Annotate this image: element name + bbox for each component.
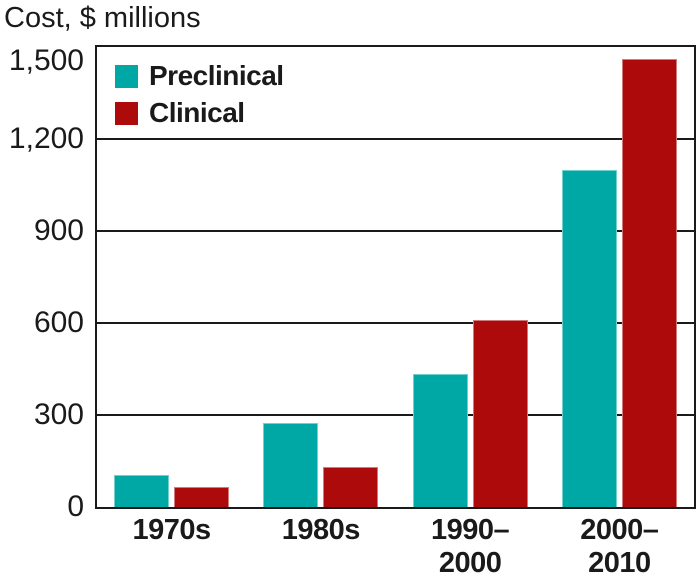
- bar-clinical-1990-2000: [472, 319, 528, 507]
- bar-preclinical-1990-2000: [412, 373, 468, 507]
- x-axis-label-line: 1970s: [132, 514, 212, 546]
- x-axis-label-line: 1990–: [431, 514, 510, 546]
- plot-area: Preclinical Clinical: [95, 45, 696, 509]
- y-axis-tick-label-900: 900: [33, 214, 84, 247]
- x-axis-label-line: 2010: [588, 547, 651, 579]
- preclinical-color-swatch: [115, 64, 138, 88]
- chart-title: Cost, $ millions: [4, 2, 201, 34]
- legend-item-clinical: Clinical: [115, 97, 284, 128]
- y-axis-tick-label-1500: 1,500: [8, 44, 84, 77]
- y-axis-tick-label-300: 300: [33, 398, 84, 431]
- y-axis-tick-label-1200: 1,200: [8, 122, 84, 155]
- legend-label-clinical: Clinical: [149, 97, 245, 128]
- x-axis-label-line: 2000–: [580, 514, 659, 546]
- legend-label-preclinical: Preclinical: [149, 60, 284, 91]
- y-axis-tick-label-0: 0: [67, 490, 84, 523]
- bar-preclinical-1970s: [114, 474, 170, 507]
- bar-clinical-1970s: [174, 487, 230, 507]
- clinical-color-swatch: [115, 101, 138, 125]
- legend-item-preclinical: Preclinical: [115, 60, 284, 91]
- bar-preclinical-1980s: [263, 422, 319, 507]
- gridline-900: [97, 230, 694, 232]
- bar-clinical-1980s: [323, 467, 379, 507]
- gridline-300: [97, 414, 694, 416]
- gridline-600: [97, 322, 694, 324]
- bar-preclinical-2000-2010: [561, 169, 617, 507]
- x-axis-label-1990-2000: 1990– 2000: [380, 514, 560, 580]
- legend: Preclinical Clinical: [115, 60, 284, 138]
- x-axis-label-line: 1980s: [281, 514, 361, 546]
- gridline-1200: [97, 138, 694, 140]
- bar-clinical-2000-2010: [621, 59, 677, 507]
- x-axis-label-2000-2010: 2000– 2010: [529, 514, 700, 580]
- x-axis-label-1980s: 1980s: [231, 514, 411, 547]
- y-axis-tick-label-600: 600: [33, 306, 84, 339]
- x-axis-label-line: 2000: [438, 547, 502, 579]
- x-axis-label-1970s: 1970s: [82, 514, 262, 547]
